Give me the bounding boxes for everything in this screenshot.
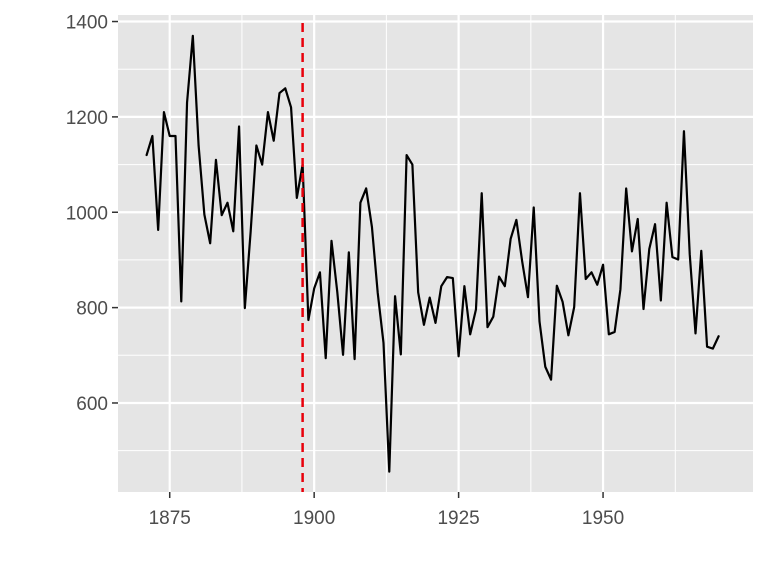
x-tick-label: 1900 xyxy=(293,508,335,529)
axis-ticks xyxy=(112,20,604,498)
y-tick-label: 1200 xyxy=(66,108,108,129)
x-axis-labels: 1875 1900 1925 1950 xyxy=(149,508,625,529)
y-tick-label: 1000 xyxy=(66,203,108,224)
x-tick-label: 1875 xyxy=(149,508,191,529)
plot-panel xyxy=(118,15,753,492)
y-tick-label: 800 xyxy=(76,299,108,320)
y-tick-label: 1400 xyxy=(66,13,108,34)
y-tick-label: 600 xyxy=(76,394,108,415)
x-tick-label: 1925 xyxy=(437,508,479,529)
x-tick-label: 1950 xyxy=(582,508,624,529)
y-axis-labels: 600 800 1000 1200 1400 xyxy=(66,13,108,415)
series-line xyxy=(145,34,720,473)
